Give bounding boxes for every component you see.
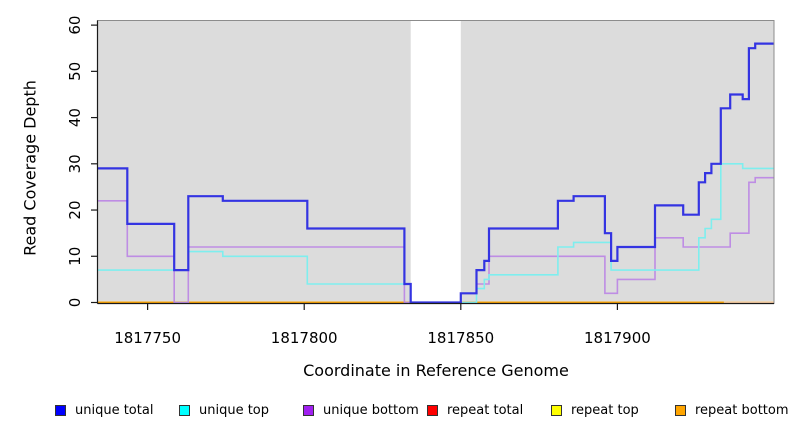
legend-item-unique-top: unique top <box>173 401 297 419</box>
y-tick-label: 0 <box>66 298 84 308</box>
y-tick-label: 60 <box>66 16 84 35</box>
legend-label-repeat-total: repeat total <box>447 402 524 418</box>
legend-item-repeat-top: repeat top <box>545 401 669 419</box>
series-unique-total <box>97 42 774 304</box>
y-tick-label: 20 <box>66 200 84 219</box>
legend-label-unique-top: unique top <box>199 402 270 418</box>
legend-label-unique-bottom: unique bottom <box>323 402 419 418</box>
legend-label-unique-total: unique total <box>75 402 154 418</box>
legend-label-repeat-top: repeat top <box>571 402 639 418</box>
x-tick-label: 1817750 <box>114 329 181 347</box>
legend-item-unique-total: unique total <box>49 401 173 419</box>
legend-item-repeat-total: repeat total <box>421 401 545 419</box>
legend-swatch-repeat-bottom <box>675 404 686 416</box>
legend-swatch-repeat-total <box>427 404 438 416</box>
masked-region <box>410 21 461 303</box>
x-tick-label: 1817900 <box>584 329 651 347</box>
legend-item-repeat-bottom: repeat bottom <box>669 401 792 419</box>
legend-swatch-unique-top <box>179 404 190 416</box>
legend-swatch-unique-total <box>55 404 66 416</box>
x-tick-label: 1817850 <box>427 329 494 347</box>
legend-label-repeat-bottom: repeat bottom <box>695 402 789 418</box>
y-tick-label: 10 <box>66 247 84 266</box>
y-tick-label: 50 <box>66 62 84 81</box>
y-tick-label: 40 <box>66 108 84 127</box>
y-tick-label: 30 <box>66 154 84 173</box>
legend: unique total unique top unique bottom repea… <box>49 401 792 419</box>
series-unique-bottom <box>97 176 774 304</box>
legend-item-unique-bottom: unique bottom <box>297 401 421 419</box>
legend-swatch-repeat-top <box>551 404 562 416</box>
y-axis-title: Read Coverage Depth <box>20 80 40 256</box>
x-tick-label: 1817800 <box>271 329 338 347</box>
legend-swatch-unique-bottom <box>303 404 314 416</box>
x-axis-title: Coordinate in Reference Genome <box>303 361 569 380</box>
series-unique-top <box>97 163 774 304</box>
